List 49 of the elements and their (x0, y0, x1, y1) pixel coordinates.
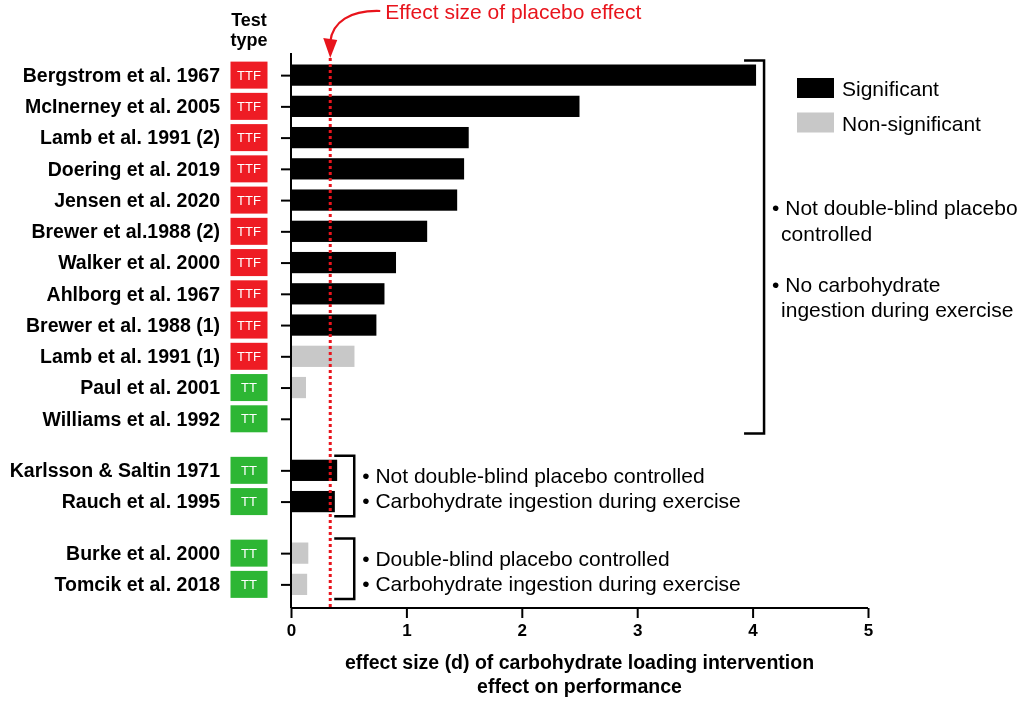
y2-tick-label: TTF (237, 255, 261, 271)
y2-tick-label: TTF (237, 348, 261, 364)
annotation: • Carbohydrate ingestion during exercise (362, 489, 741, 513)
ref-line-label: Effect size of placebo effect (385, 0, 642, 23)
y2-tick-label: TTF (237, 161, 261, 177)
y2-tick-label: TTF (237, 192, 261, 208)
y2-tick-label: TTF (237, 130, 261, 146)
x-tick-label: 5 (863, 621, 874, 641)
y-tick-label: Ahlborg et al. 1967 (46, 282, 220, 305)
y2-tick-label: TTF (237, 98, 261, 114)
annotation: • Not double-blind placebo controlled (362, 463, 705, 487)
y-tick-label: Walker et al. 2000 (58, 251, 221, 274)
legend-label: Non-significant (842, 111, 982, 135)
y-tick-label: McInerney et al. 2005 (24, 95, 221, 118)
y-tick-label: Lamb et al. 1991 (1) (40, 345, 220, 368)
y2-tick-label: TT (241, 411, 257, 427)
y2-tick-label: TT (241, 576, 257, 592)
y2-tick-label: TT (241, 462, 257, 478)
y2-axis-title: Test type (230, 10, 268, 50)
y-tick-label: Brewer et al. 1988 (1) (25, 313, 220, 336)
y2-tick-label: TTF (237, 223, 261, 239)
x-tick-label: 1 (402, 621, 412, 641)
x-tick-label: 2 (517, 621, 528, 641)
y-tick-label: Rauch et al. 1995 (61, 490, 221, 513)
annotation: • No carbohydrate ingestion during exercise (772, 272, 1014, 322)
y2-tick-label: TT (241, 494, 257, 510)
y-tick-label: Lamb et al. 1991 (2) (40, 126, 220, 149)
y-tick-label: Doering et al. 2019 (47, 157, 221, 180)
y2-tick-label: TTF (237, 286, 261, 302)
y-tick-label: Brewer et al.1988 (2) (31, 220, 220, 243)
annotation: • Not double-blind placebo controlled (772, 196, 1018, 245)
y-tick-label: Burke et al. 2000 (66, 541, 221, 564)
y-tick-label: Bergstrom et al. 1967 (22, 63, 220, 86)
x-tick-label: 0 (286, 621, 297, 641)
y2-tick-label: TT (241, 545, 257, 561)
y-tick-label: Tomcik et al. 2018 (54, 573, 221, 596)
y2-tick-label: TTF (237, 317, 261, 333)
annotation: • Carbohydrate ingestion during exercise (362, 572, 741, 596)
x-tick-label: 4 (748, 621, 759, 641)
x-tick-label: 3 (632, 621, 643, 641)
y-tick-label: Karlsson & Saltin 1971 (9, 459, 221, 482)
y2-tick-label: TT (241, 380, 257, 396)
y-tick-label: Williams et al. 1992 (42, 407, 221, 430)
x-axis-title: effect size (d) of carbohydrate loading intervention effect on performance (344, 651, 815, 697)
y-tick-label: Jensen et al. 2020 (54, 188, 221, 211)
y-tick-label: Paul et al. 2001 (80, 376, 221, 399)
y2-tick-label: TTF (237, 67, 261, 83)
legend-label: Significant (842, 77, 940, 100)
annotation: • Double-blind placebo controlled (362, 546, 670, 570)
